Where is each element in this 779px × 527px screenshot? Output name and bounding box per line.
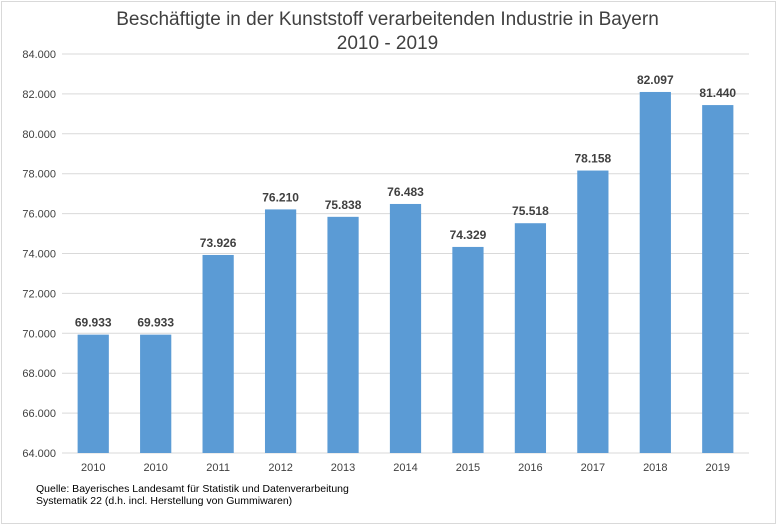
bar [77, 334, 109, 453]
data-label: 69.933 [75, 316, 112, 330]
y-tick-label: 78.000 [22, 169, 56, 181]
x-axis-ticks: 2010 2010 2011 2012 2013 2014 2015 2016 2017 2018… [81, 462, 730, 474]
bar [452, 246, 484, 453]
x-tick-label: 2014 [393, 462, 417, 474]
x-tick-label: 2010 [81, 462, 105, 474]
data-labels: 69.933 69.933 73.926 76.210 75.838 76.483 74.3… [75, 73, 737, 330]
data-label: 75.518 [512, 204, 549, 218]
y-tick-label: 68.000 [22, 368, 56, 380]
x-tick-label: 2016 [518, 462, 542, 474]
y-tick-label: 66.000 [22, 408, 56, 420]
bar [264, 209, 297, 453]
chart-title-line1: Beschäftigte in der Kunststoff verarbeit… [116, 9, 659, 30]
bar [202, 254, 234, 453]
data-label: 76.483 [387, 185, 424, 199]
x-tick-label: 2019 [706, 462, 730, 474]
x-tick-label: 2015 [456, 462, 480, 474]
x-tick-label: 2018 [643, 462, 667, 474]
bar [702, 105, 734, 454]
bar [327, 216, 359, 453]
bar [639, 91, 671, 454]
data-label: 75.838 [325, 198, 362, 212]
chart-title: Beschäftigte in der Kunststoff verarbeit… [0, 8, 775, 56]
data-label: 81.440 [699, 86, 736, 100]
data-label: 76.210 [262, 190, 299, 204]
source-line-1: Quelle: Bayerisches Landesamt für Statis… [36, 483, 349, 495]
y-tick-label: 80.000 [22, 129, 56, 141]
bar [389, 203, 422, 453]
source-note: Quelle: Bayerisches Landesamt für Statis… [36, 483, 349, 507]
x-tick-label: 2010 [143, 462, 167, 474]
data-label: 82.097 [637, 73, 674, 87]
y-tick-label: 84.000 [22, 49, 56, 61]
x-tick-label: 2017 [581, 462, 605, 474]
y-tick-label: 76.000 [22, 209, 56, 221]
y-tick-label: 82.000 [22, 89, 56, 101]
bars [77, 91, 734, 454]
y-tick-label: 70.000 [22, 328, 56, 340]
y-tick-label: 72.000 [22, 288, 56, 300]
data-label: 78.158 [575, 152, 612, 166]
bar [514, 223, 547, 453]
y-tick-label: 64.000 [22, 448, 56, 460]
data-label: 74.329 [450, 228, 487, 242]
y-tick-label: 74.000 [22, 249, 56, 261]
data-label: 69.933 [137, 316, 174, 330]
source-line-2: Systematik 22 (d.h. incl. Herstellung vo… [36, 495, 293, 507]
x-tick-label: 2011 [206, 462, 230, 474]
data-label: 73.926 [200, 236, 237, 250]
bar [140, 334, 172, 453]
x-tick-label: 2012 [268, 462, 292, 474]
chart-subtitle: 2010 - 2019 [336, 33, 439, 54]
x-tick-label: 2013 [331, 462, 355, 474]
y-axis-ticks: 64.000 66.000 68.000 70.000 72.000 74.000 76.0… [22, 49, 56, 460]
bar [577, 170, 609, 453]
